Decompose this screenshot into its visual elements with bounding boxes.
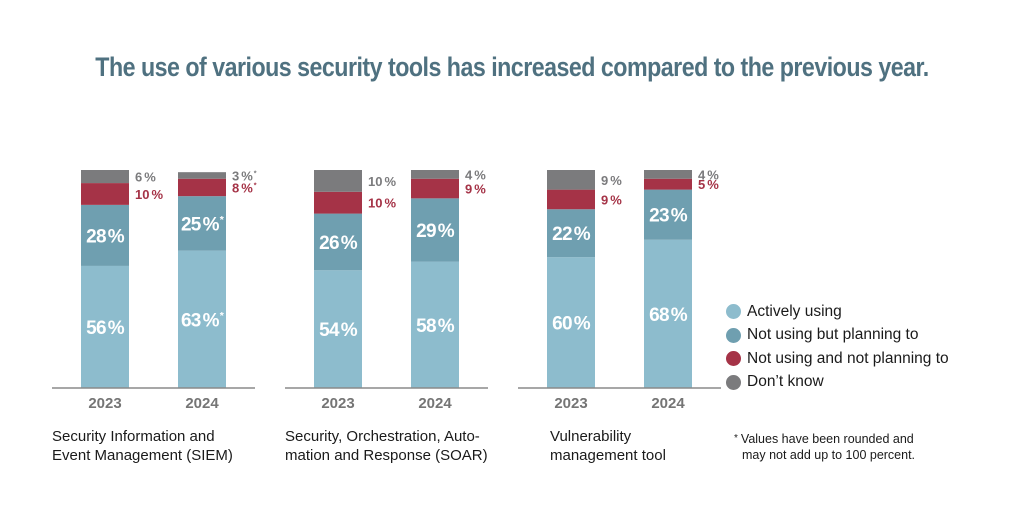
- bar-segment-siem-2024-not-planning: [178, 178, 226, 197]
- legend-item-dont-know: Don’t know: [726, 371, 949, 395]
- x-tick-label-vulnerability-2024: 2024: [651, 395, 685, 412]
- bar-segment-vulnerability-2024-dont-know: [644, 170, 692, 179]
- bar-segment-vulnerability-2023-planning: [547, 209, 595, 258]
- data-label-vulnerability-2023-actively-using: 60%: [552, 314, 591, 335]
- data-label-vulnerability-2023-dont-know: 9%: [601, 173, 622, 188]
- legend-label: Actively using: [747, 302, 842, 320]
- bar-segment-soar-2023-actively-using: [314, 270, 362, 388]
- data-label-vulnerability-2023-not-planning: 9%: [601, 192, 622, 207]
- data-label-vulnerability-2024-actively-using: 68%: [649, 305, 688, 326]
- group-caption-siem: Security Information and Event Managemen…: [52, 427, 233, 465]
- bar-segment-soar-2024-planning: [411, 198, 459, 262]
- data-label-soar-2023-actively-using: 54%: [319, 320, 358, 341]
- caption-line: Event Management (SIEM): [52, 447, 233, 464]
- data-label-siem-2024-not-planning: 8 %*: [232, 180, 257, 195]
- legend-swatch-icon: [726, 351, 741, 367]
- bar-segment-vulnerability-2023-not-planning: [547, 189, 595, 210]
- x-tick-label-siem-2024: 2024: [185, 395, 219, 412]
- data-label-vulnerability-2024-dont-know: 4%: [698, 167, 719, 182]
- data-label-siem-2024-dont-know: 3 %*: [232, 168, 257, 183]
- x-tick-label-siem-2023: 2023: [88, 395, 121, 412]
- data-label-siem-2024-actively-using: 63 %*: [181, 310, 225, 331]
- data-label-soar-2023-dont-know: 10%: [368, 174, 396, 189]
- bar-segment-soar-2023-dont-know: [314, 170, 362, 192]
- group-caption-vulnerability: Vulnerability management tool: [550, 427, 666, 465]
- data-label-soar-2024-actively-using: 58%: [416, 316, 455, 337]
- chart-title: The use of various security tools has in…: [95, 52, 929, 82]
- data-label-soar-2024-not-planning: 9%: [465, 182, 486, 197]
- data-label-soar-2024-planning: 29%: [416, 221, 455, 242]
- legend-item-not-planning: Not using and not planning to: [726, 347, 949, 371]
- data-label-vulnerability-2024-not-planning: 5%: [698, 177, 719, 192]
- bar-segment-vulnerability-2023-actively-using: [547, 257, 595, 388]
- legend-swatch-icon: [726, 327, 741, 343]
- bar-segment-siem-2023-not-planning: [81, 183, 129, 205]
- footnote-line: may not add up to 100 percent.: [742, 448, 916, 462]
- caption-line: Security Information and: [52, 428, 215, 445]
- legend-label: Not using but planning to: [747, 326, 919, 344]
- bar-segment-soar-2023-not-planning: [314, 191, 362, 214]
- caption-line: management tool: [550, 447, 666, 464]
- x-tick-label-soar-2023: 2023: [321, 395, 354, 412]
- bar-segment-soar-2024-actively-using: [411, 261, 459, 388]
- bar-segment-vulnerability-2024-actively-using: [644, 239, 692, 388]
- footnote-marker: *: [734, 433, 738, 444]
- bar-segment-vulnerability-2024-not-planning: [644, 178, 692, 190]
- group-caption-soar: Security, Orchestration, Auto- mation an…: [285, 427, 488, 465]
- data-label-vulnerability-2023-planning: 22%: [552, 224, 591, 245]
- data-label-siem-2023-planning: 28%: [86, 226, 125, 247]
- legend-swatch-icon: [726, 374, 741, 390]
- x-tick-label-vulnerability-2023: 2023: [554, 395, 587, 412]
- bar-segment-siem-2023-actively-using: [81, 265, 129, 388]
- data-label-siem-2023-actively-using: 56%: [86, 318, 125, 339]
- data-label-siem-2024-planning: 25 %*: [181, 214, 225, 235]
- data-label-siem-2023-not-planning: 10%: [135, 187, 163, 202]
- bar-segment-vulnerability-2024-planning: [644, 189, 692, 240]
- legend-item-planning: Not using but planning to: [726, 324, 949, 348]
- caption-line: Vulnerability: [550, 428, 632, 445]
- bar-segment-soar-2023-planning: [314, 213, 362, 271]
- footnote: * Values have been rounded and may not ad…: [734, 431, 915, 463]
- bar-segment-siem-2024-actively-using: [178, 250, 226, 388]
- data-label-soar-2023-planning: 26%: [319, 233, 358, 254]
- legend-label: Not using and not planning to: [747, 349, 949, 367]
- legend-swatch-icon: [726, 304, 741, 320]
- legend-label: Don’t know: [747, 373, 824, 391]
- caption-line: Security, Orchestration, Auto-: [285, 428, 480, 445]
- data-label-vulnerability-2024-planning: 23%: [649, 206, 688, 227]
- data-label-siem-2023-dont-know: 6%: [135, 170, 156, 185]
- caption-line: mation and Response (SOAR): [285, 447, 488, 464]
- bar-segment-siem-2023-dont-know: [81, 170, 129, 184]
- footnote-line: Values have been rounded and: [740, 432, 914, 446]
- bar-segment-soar-2024-dont-know: [411, 170, 459, 179]
- bar-segment-siem-2024-dont-know: [178, 172, 226, 179]
- bar-segment-soar-2024-not-planning: [411, 178, 459, 199]
- bar-segment-siem-2023-planning: [81, 204, 129, 266]
- legend-item-actively-using: Actively using: [726, 300, 949, 324]
- bar-segment-vulnerability-2023-dont-know: [547, 170, 595, 190]
- data-label-soar-2023-not-planning: 10%: [368, 196, 396, 211]
- legend: Actively using Not using but planning to…: [726, 300, 949, 394]
- bar-segment-siem-2024-planning: [178, 196, 226, 251]
- data-label-soar-2024-dont-know: 4%: [465, 167, 486, 182]
- x-tick-label-soar-2024: 2024: [418, 395, 452, 412]
